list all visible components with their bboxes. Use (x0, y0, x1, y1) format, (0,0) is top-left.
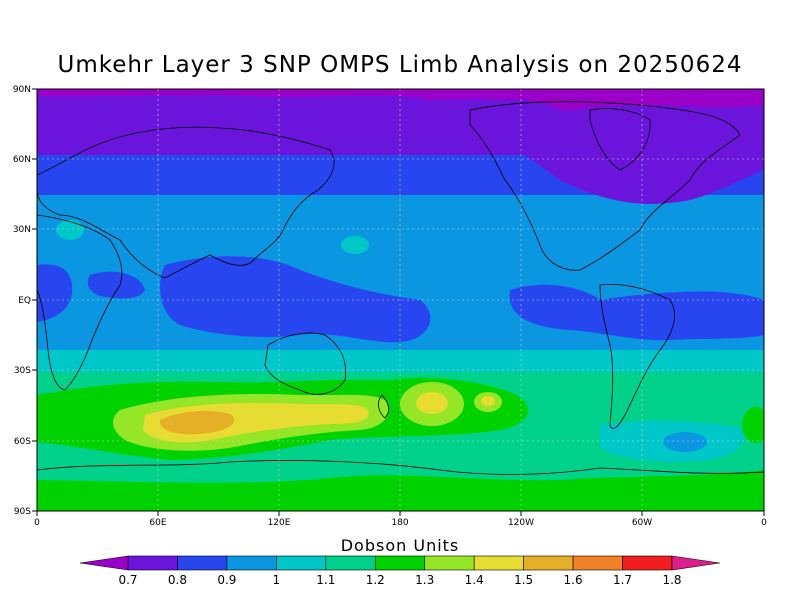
lat-tick-label: EQ (18, 296, 31, 306)
lon-tick-label: 120E (268, 518, 291, 528)
colorbar-tick-label: 0.9 (217, 573, 236, 587)
colorbar-tick-label: 1.6 (564, 573, 583, 587)
colorbar-segment (572, 555, 623, 571)
coast-greenland (589, 108, 651, 171)
colorbar-segment (374, 555, 426, 571)
colorbar-tick-label: 1.3 (415, 573, 434, 587)
contour-south-orange (159, 410, 235, 435)
coast-africa (37, 214, 123, 391)
lat-tick-label: 60S (14, 437, 31, 447)
graticule (37, 89, 764, 511)
lon-tick-label: 60W (632, 518, 652, 528)
contour-south-pacific-blue (663, 432, 707, 452)
lat-tick-label: 90N (13, 85, 31, 95)
lon-axis: 0 60E 120E 180 120W 60W 0 (34, 511, 767, 528)
contour-yellow-cell (416, 392, 448, 414)
colorbar-tick-label: 1.4 (465, 573, 484, 587)
band-north-subtropic (37, 195, 764, 275)
lat-tick-label: 90S (14, 507, 31, 517)
colorbar-segment (226, 555, 277, 571)
contour-polar-purple (37, 89, 764, 112)
lon-tick-label: 0 (34, 518, 40, 528)
lat-tick-label: 30S (14, 366, 31, 376)
colorbar-tick-label: 1.5 (514, 573, 533, 587)
colorbar-tick-label: 1 (273, 573, 281, 587)
contour-arctic-low (37, 96, 764, 204)
colorbar-segment (622, 555, 673, 571)
contour-cyan-spot-2 (56, 220, 84, 240)
coast-eurasia (37, 126, 335, 279)
contour-south-atlantic-green (742, 407, 764, 443)
lat-axis: 90N 60N 30N EQ 30S 60S 90S (13, 85, 37, 517)
colorbar: 0.7 0.8 0.9 1 1.1 1.2 1.3 1.4 1.5 1.6 1.7 1.8 (79, 555, 721, 587)
lat-tick-label: 60N (13, 155, 31, 165)
lon-tick-label: 60E (149, 518, 166, 528)
coast-australia (264, 332, 347, 395)
colorbar-segment (177, 555, 228, 571)
colorbar-tick-label: 0.7 (118, 573, 137, 587)
coastlines (37, 101, 764, 475)
colorbar-segment (523, 555, 574, 571)
coast-antarctica (37, 460, 764, 475)
lon-tick-label: 120W (508, 518, 534, 528)
contour-tropic-lowbelt-4 (87, 271, 145, 299)
colorbar-segment (127, 555, 178, 571)
contour-antarctic-green (37, 429, 764, 483)
contour-tropic-lowbelt-2 (509, 284, 764, 341)
colorbar-tick-label: 1.1 (316, 573, 335, 587)
lat-tick-label: 30N (13, 225, 31, 235)
map-title: Umkehr Layer 3 SNP OMPS Limb Analysis on… (57, 52, 743, 78)
colorbar-tick-label: 1.2 (366, 573, 385, 587)
coast-north-america (469, 101, 741, 271)
colorbar-tick-label: 1.7 (613, 573, 632, 587)
contour-tropic-lowbelt-3 (37, 264, 73, 322)
colorbar-tick-label: 1.8 (662, 573, 681, 587)
contour-tropic-lowbelt-1 (160, 256, 431, 343)
colorbar-min-arrow (79, 555, 129, 571)
colorbar-segment (424, 555, 475, 571)
ozone-field (37, 89, 764, 511)
colorbar-segment (473, 555, 524, 571)
lon-tick-label: 0 (761, 518, 767, 528)
colorbar-units-label: Dobson Units (340, 536, 460, 555)
lon-tick-label: 180 (391, 518, 408, 528)
contour-yellow-cell-2 (481, 396, 495, 406)
colorbar-segment (325, 555, 376, 571)
colorbar-tick-label: 0.8 (168, 573, 187, 587)
coast-south-america (599, 283, 675, 429)
colorbar-segment (276, 555, 327, 571)
colorbar-max-arrow (671, 555, 721, 571)
contour-cyan-spot (341, 236, 369, 254)
coast-new-zealand (378, 394, 390, 419)
